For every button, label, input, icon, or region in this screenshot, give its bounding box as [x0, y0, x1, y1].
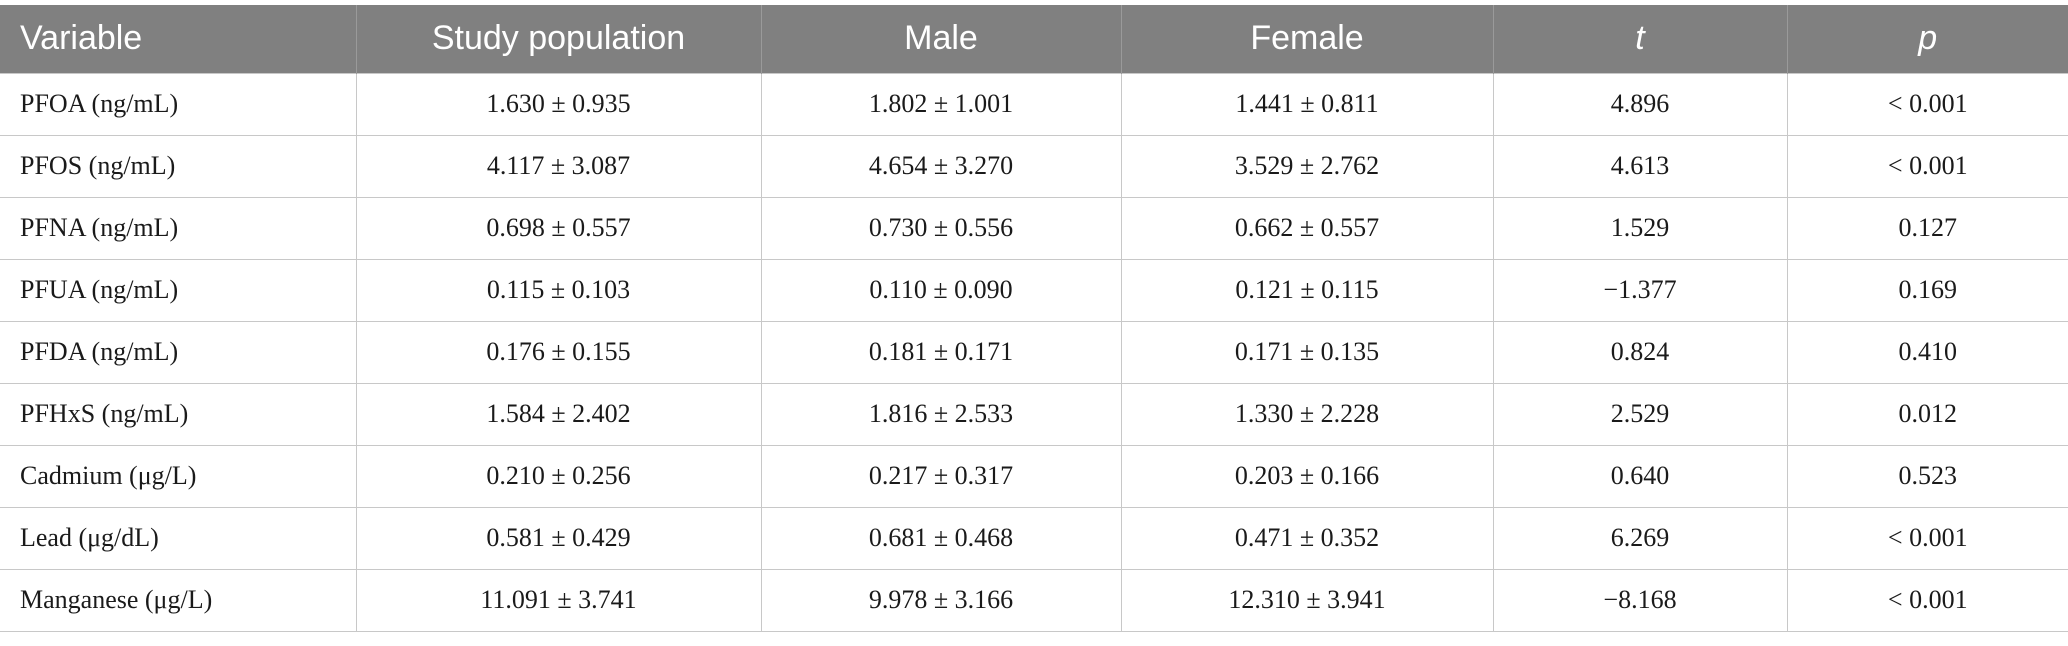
cell-t: 0.824 [1493, 320, 1788, 383]
cell-variable: PFOA (ng/mL) [0, 72, 357, 135]
table-row: Lead (μg/dL) 0.581 ± 0.429 0.681 ± 0.468 0.… [0, 506, 2068, 569]
cell-male: 4.654 ± 3.270 [761, 134, 1122, 197]
table-row: Cadmium (μg/L) 0.210 ± 0.256 0.217 ± 0.317… [0, 444, 2068, 507]
cell-p: < 0.001 [1787, 506, 2068, 569]
data-table: Variable Study population Male Female t … [0, 5, 2068, 632]
cell-p: < 0.001 [1787, 72, 2068, 135]
cell-p: 0.169 [1787, 258, 2068, 321]
cell-female: 0.121 ± 0.115 [1121, 258, 1494, 321]
cell-variable: Lead (μg/dL) [0, 506, 357, 569]
cell-male: 0.181 ± 0.171 [761, 320, 1122, 383]
cell-female: 0.171 ± 0.135 [1121, 320, 1494, 383]
cell-female: 0.662 ± 0.557 [1121, 196, 1494, 259]
cell-study-population: 0.176 ± 0.155 [356, 320, 762, 383]
cell-t: 6.269 [1493, 506, 1788, 569]
cell-t: 1.529 [1493, 196, 1788, 259]
cell-p: 0.012 [1787, 382, 2068, 445]
table-row: PFOA (ng/mL) 1.630 ± 0.935 1.802 ± 1.001 1.… [0, 72, 2068, 135]
cell-male: 1.802 ± 1.001 [761, 72, 1122, 135]
cell-study-population: 0.210 ± 0.256 [356, 444, 762, 507]
cell-male: 1.816 ± 2.533 [761, 382, 1122, 445]
table-body: PFOA (ng/mL) 1.630 ± 0.935 1.802 ± 1.001 1.… [0, 72, 2068, 632]
header-t: t [1493, 5, 1788, 73]
cell-t: −1.377 [1493, 258, 1788, 321]
header-male: Male [761, 5, 1122, 73]
table-row: PFDA (ng/mL) 0.176 ± 0.155 0.181 ± 0.171 0.… [0, 320, 2068, 383]
cell-p: < 0.001 [1787, 134, 2068, 197]
cell-female: 3.529 ± 2.762 [1121, 134, 1494, 197]
cell-female: 12.310 ± 3.941 [1121, 568, 1494, 632]
cell-t: 2.529 [1493, 382, 1788, 445]
cell-study-population: 1.584 ± 2.402 [356, 382, 762, 445]
cell-variable: PFOS (ng/mL) [0, 134, 357, 197]
table-row: PFUA (ng/mL) 0.115 ± 0.103 0.110 ± 0.090 0.… [0, 258, 2068, 321]
cell-variable: Cadmium (μg/L) [0, 444, 357, 507]
cell-t: 4.613 [1493, 134, 1788, 197]
table-row: PFHxS (ng/mL) 1.584 ± 2.402 1.816 ± 2.533 1… [0, 382, 2068, 445]
header-row: Variable Study population Male Female t … [0, 5, 2068, 73]
cell-male: 0.730 ± 0.556 [761, 196, 1122, 259]
cell-p: 0.127 [1787, 196, 2068, 259]
cell-study-population: 1.630 ± 0.935 [356, 72, 762, 135]
cell-female: 1.441 ± 0.811 [1121, 72, 1494, 135]
cell-male: 0.217 ± 0.317 [761, 444, 1122, 507]
cell-t: 4.896 [1493, 72, 1788, 135]
cell-variable: PFNA (ng/mL) [0, 196, 357, 259]
table-row: Manganese (μg/L) 11.091 ± 3.741 9.978 ± 3.… [0, 568, 2068, 632]
cell-male: 0.110 ± 0.090 [761, 258, 1122, 321]
cell-study-population: 4.117 ± 3.087 [356, 134, 762, 197]
cell-variable: PFDA (ng/mL) [0, 320, 357, 383]
cell-p: 0.410 [1787, 320, 2068, 383]
cell-study-population: 0.115 ± 0.103 [356, 258, 762, 321]
cell-variable: PFHxS (ng/mL) [0, 382, 357, 445]
cell-study-population: 0.698 ± 0.557 [356, 196, 762, 259]
cell-male: 9.978 ± 3.166 [761, 568, 1122, 632]
cell-female: 1.330 ± 2.228 [1121, 382, 1494, 445]
cell-t: 0.640 [1493, 444, 1788, 507]
table-header: Variable Study population Male Female t … [0, 5, 2068, 73]
cell-t: −8.168 [1493, 568, 1788, 632]
cell-female: 0.203 ± 0.166 [1121, 444, 1494, 507]
cell-p: 0.523 [1787, 444, 2068, 507]
cell-study-population: 11.091 ± 3.741 [356, 568, 762, 632]
header-study-population: Study population [356, 5, 762, 73]
table-container: Variable Study population Male Female t … [0, 5, 2068, 632]
cell-p: < 0.001 [1787, 568, 2068, 632]
cell-female: 0.471 ± 0.352 [1121, 506, 1494, 569]
cell-variable: Manganese (μg/L) [0, 568, 357, 632]
cell-study-population: 0.581 ± 0.429 [356, 506, 762, 569]
header-p: p [1918, 19, 1938, 58]
table-row: PFNA (ng/mL) 0.698 ± 0.557 0.730 ± 0.556 0.… [0, 196, 2068, 259]
header-female: Female [1121, 5, 1494, 73]
cell-male: 0.681 ± 0.468 [761, 506, 1122, 569]
cell-variable: PFUA (ng/mL) [0, 258, 357, 321]
header-variable: Variable [0, 5, 357, 73]
table-row: PFOS (ng/mL) 4.117 ± 3.087 4.654 ± 3.270 3.… [0, 134, 2068, 197]
